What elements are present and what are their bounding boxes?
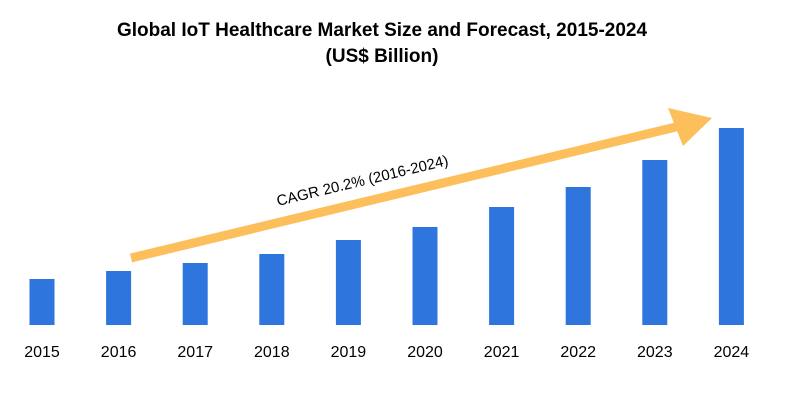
x-tick-label: 2020 — [407, 344, 443, 361]
bar-2016 — [106, 271, 132, 325]
x-tick-label: 2019 — [331, 344, 367, 361]
x-tick-label: 2021 — [484, 344, 520, 361]
bar-2024 — [718, 128, 744, 325]
cagr-arrow-shaft — [129, 121, 682, 263]
bar-2022 — [565, 187, 591, 325]
bar-2017 — [182, 263, 208, 325]
bar-2015 — [29, 279, 55, 325]
bar-2021 — [489, 207, 515, 325]
x-tick-label: 2022 — [560, 344, 596, 361]
bar-2019 — [335, 240, 361, 325]
chart-subtitle: (US$ Billion) — [325, 46, 439, 67]
bar-2018 — [259, 254, 285, 325]
chart-title: Global IoT Healthcare Market Size and Fo… — [0, 18, 764, 70]
x-tick-label: 2016 — [101, 344, 137, 361]
chart-title-main: Global IoT Healthcare Market Size and Fo… — [116, 20, 648, 41]
bar-2020 — [412, 227, 438, 325]
x-tick-label: 2015 — [24, 344, 60, 361]
x-tick-label: 2017 — [177, 344, 213, 361]
x-tick-label: 2023 — [637, 344, 673, 361]
x-tick-label: 2024 — [714, 344, 750, 361]
cagr-arrow-head — [668, 108, 712, 146]
x-tick-label: 2018 — [254, 344, 290, 361]
bar-2023 — [642, 160, 668, 325]
